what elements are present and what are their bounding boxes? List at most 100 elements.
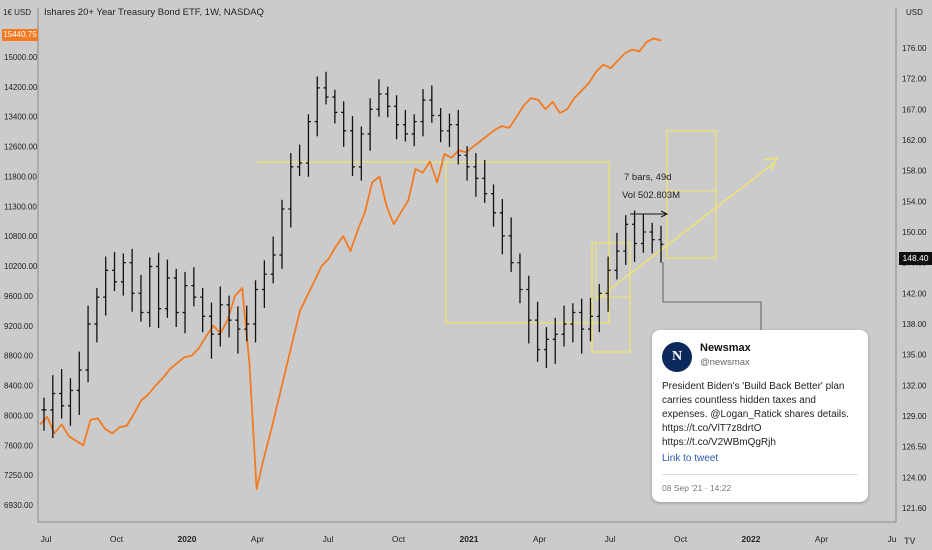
- tweet-connector-line: [662, 262, 762, 330]
- orange-series-line[interactable]: [39, 37, 662, 491]
- ohlc-bar: [446, 113, 452, 147]
- ohlc-bar: [200, 287, 206, 333]
- ohlc-bar: [411, 114, 417, 147]
- ohlc-bar: [508, 217, 514, 272]
- ohlc-bar: [76, 351, 82, 415]
- ohlc-bar: [314, 76, 320, 137]
- left-axis-unit: 1€ USD: [3, 8, 31, 17]
- ohlc-bar: [244, 305, 250, 342]
- tweet-text: President Biden's 'Build Back Better' pl…: [662, 381, 849, 448]
- ohlc-bar: [208, 302, 214, 359]
- ohlc-bar: [420, 89, 426, 137]
- ohlc-bar: [85, 305, 91, 383]
- ohlc-bar: [394, 95, 400, 140]
- ohlc-bar: [376, 79, 382, 117]
- newsmax-avatar[interactable]: N: [662, 342, 692, 372]
- ohlc-bar: [253, 280, 259, 343]
- right-tick-label: 176.00: [902, 44, 927, 53]
- ohlc-bar: [279, 199, 285, 269]
- ohlc-bar: [499, 199, 505, 255]
- x-tick-label: 2020: [178, 534, 197, 544]
- ohlc-bar: [561, 305, 567, 347]
- measure-rectangle: [445, 161, 610, 324]
- ohlc-bar: [640, 213, 646, 253]
- avatar-letter: N: [671, 349, 683, 364]
- ohlc-bar: [358, 126, 364, 181]
- left-tick-label: 8400.00: [4, 382, 33, 391]
- link-to-tweet[interactable]: Link to tweet: [662, 453, 719, 464]
- ohlc-bar: [587, 297, 593, 342]
- ohlc-bar: [235, 306, 241, 354]
- ohlc-bar: [305, 114, 311, 177]
- trend-arrow-line: [595, 162, 775, 301]
- right-tick-label: 138.00: [902, 320, 927, 329]
- ohlc-bar: [156, 252, 162, 329]
- ohlc-bar: [526, 275, 532, 344]
- tradingview-watermark: TV: [904, 536, 916, 546]
- right-tick-label: 172.00: [902, 75, 927, 84]
- x-tick-label: Apr: [533, 534, 546, 544]
- tweet-author-name[interactable]: Newsmax: [700, 342, 751, 354]
- ohlc-bar: [138, 274, 144, 322]
- ohlc-bar: [517, 253, 523, 304]
- ohlc-bar: [438, 108, 444, 143]
- left-tick-label: 11800.00: [4, 172, 37, 181]
- ohlc-bar: [614, 232, 620, 280]
- ohlc-bar: [552, 317, 558, 364]
- tweet-author-handle[interactable]: @newsmax: [700, 357, 750, 368]
- left-tick-label: 11300.00: [4, 202, 37, 211]
- x-tick-label: Jul: [605, 534, 616, 544]
- right-axis-currency: USD: [906, 8, 923, 17]
- ohlc-bar: [217, 286, 223, 347]
- left-tick-label: 7600.00: [4, 441, 33, 450]
- measure-volume-label: Vol 502.803M: [622, 190, 680, 201]
- right-tick-label: 158.00: [902, 167, 927, 176]
- left-current-value-tag: 15440.75: [2, 29, 38, 41]
- right-tick-label: 126.50: [902, 443, 927, 452]
- ohlc-bar: [270, 236, 276, 284]
- ohlc-bar: [120, 253, 126, 296]
- left-tick-label: 8000.00: [4, 411, 33, 420]
- tweet-card[interactable]: N Newsmax @newsmax President Biden's 'Bu…: [652, 330, 868, 502]
- ohlc-bar: [570, 303, 576, 343]
- x-tick-label: 2022: [742, 534, 761, 544]
- ohlc-bar: [173, 268, 179, 328]
- ohlc-bar: [323, 71, 329, 105]
- ohlc-bar: [605, 256, 611, 312]
- ohlc-bar: [67, 378, 73, 426]
- ohlc-bar: [455, 109, 461, 165]
- ohlc-bar: [341, 101, 347, 147]
- right-tick-label: 167.00: [902, 105, 927, 114]
- ohlc-bar: [473, 153, 479, 197]
- ohlc-bar: [385, 86, 391, 118]
- ohlc-bar: [491, 184, 497, 227]
- ohlc-bar: [429, 85, 435, 123]
- measure-bars-label: 7 bars, 49d: [624, 172, 672, 183]
- left-tick-label: 10800.00: [4, 232, 38, 241]
- ohlc-bar: [59, 368, 65, 419]
- ohlc-bar: [103, 256, 109, 316]
- left-tick-label: 9200.00: [4, 322, 33, 331]
- left-tick-label: 9600.00: [4, 292, 33, 301]
- ohlc-bar: [41, 397, 47, 431]
- tweet-divider: [662, 474, 858, 475]
- x-tick-label: Oct: [674, 534, 688, 544]
- left-tick-label: 12600.00: [4, 143, 38, 152]
- x-tick-label: Oct: [392, 534, 406, 544]
- ohlc-bar: [182, 271, 188, 334]
- ohlc-bar: [623, 215, 629, 265]
- ohlc-bar: [50, 375, 56, 439]
- ohlc-bar: [658, 225, 664, 263]
- right-current-price-tag: 148.40: [899, 252, 932, 265]
- right-tick-label: 121.60: [902, 504, 927, 513]
- projection-rectangle: [666, 130, 717, 259]
- ohlc-bar: [129, 248, 135, 312]
- ohlc-bar: [402, 109, 408, 142]
- x-tick-label: Ju: [888, 534, 897, 544]
- tweet-date: 08 Sep '21 · 14:22: [662, 483, 732, 493]
- left-tick-label: 15000.00: [4, 53, 38, 62]
- right-tick-label: 124.00: [902, 473, 927, 482]
- ohlc-bar: [164, 259, 170, 318]
- x-tick-label: Jul: [41, 534, 52, 544]
